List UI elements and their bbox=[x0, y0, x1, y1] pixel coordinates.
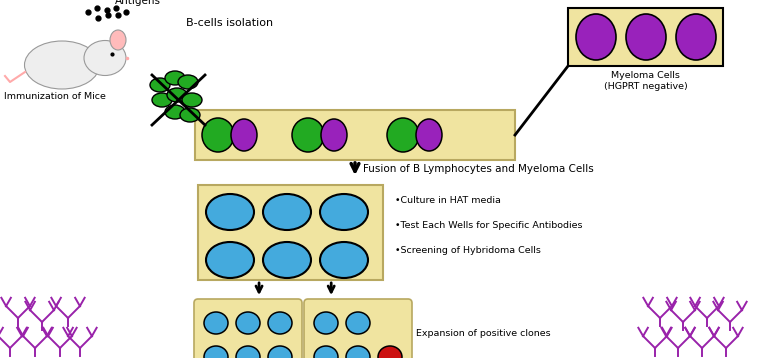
Ellipse shape bbox=[263, 242, 311, 278]
Ellipse shape bbox=[165, 105, 185, 119]
Ellipse shape bbox=[152, 93, 172, 107]
Text: •Culture in HAT media: •Culture in HAT media bbox=[395, 196, 501, 205]
Ellipse shape bbox=[378, 346, 402, 358]
Ellipse shape bbox=[204, 346, 228, 358]
Ellipse shape bbox=[24, 41, 100, 89]
Ellipse shape bbox=[416, 119, 442, 151]
Ellipse shape bbox=[110, 30, 126, 50]
Ellipse shape bbox=[231, 119, 257, 151]
Bar bbox=[198, 185, 383, 280]
Ellipse shape bbox=[236, 312, 260, 334]
Text: Myeloma Cells: Myeloma Cells bbox=[611, 71, 680, 80]
Text: •Screening of Hybridoma Cells: •Screening of Hybridoma Cells bbox=[395, 246, 541, 255]
Ellipse shape bbox=[320, 194, 368, 230]
Ellipse shape bbox=[321, 119, 347, 151]
Ellipse shape bbox=[150, 78, 170, 92]
Ellipse shape bbox=[165, 71, 185, 85]
Ellipse shape bbox=[167, 88, 187, 102]
Ellipse shape bbox=[268, 312, 292, 334]
Ellipse shape bbox=[84, 40, 126, 76]
Ellipse shape bbox=[320, 242, 368, 278]
Ellipse shape bbox=[314, 346, 338, 358]
Ellipse shape bbox=[180, 108, 200, 122]
Ellipse shape bbox=[268, 346, 292, 358]
FancyBboxPatch shape bbox=[194, 299, 302, 358]
Ellipse shape bbox=[346, 312, 370, 334]
Ellipse shape bbox=[206, 242, 254, 278]
Ellipse shape bbox=[202, 118, 234, 152]
Ellipse shape bbox=[346, 346, 370, 358]
Bar bbox=[568, 8, 723, 66]
Ellipse shape bbox=[206, 194, 254, 230]
FancyBboxPatch shape bbox=[304, 299, 412, 358]
Ellipse shape bbox=[236, 346, 260, 358]
Text: B-cells isolation: B-cells isolation bbox=[187, 18, 274, 28]
Ellipse shape bbox=[576, 14, 616, 60]
Text: Expansion of positive clones: Expansion of positive clones bbox=[416, 329, 551, 338]
Ellipse shape bbox=[182, 93, 202, 107]
Text: Immunization of Mice: Immunization of Mice bbox=[4, 92, 106, 101]
Text: (HGPRT negative): (HGPRT negative) bbox=[604, 82, 688, 91]
Ellipse shape bbox=[387, 118, 419, 152]
Ellipse shape bbox=[626, 14, 666, 60]
Bar bbox=[195, 110, 515, 160]
Ellipse shape bbox=[263, 194, 311, 230]
Ellipse shape bbox=[314, 312, 338, 334]
Text: •Test Each Wells for Specific Antibodies: •Test Each Wells for Specific Antibodies bbox=[395, 221, 583, 230]
Text: Fusion of B Lymphocytes and Myeloma Cells: Fusion of B Lymphocytes and Myeloma Cell… bbox=[363, 164, 594, 174]
Ellipse shape bbox=[178, 75, 198, 89]
Ellipse shape bbox=[292, 118, 324, 152]
Ellipse shape bbox=[204, 312, 228, 334]
Text: Antigens: Antigens bbox=[115, 0, 161, 6]
Ellipse shape bbox=[676, 14, 716, 60]
